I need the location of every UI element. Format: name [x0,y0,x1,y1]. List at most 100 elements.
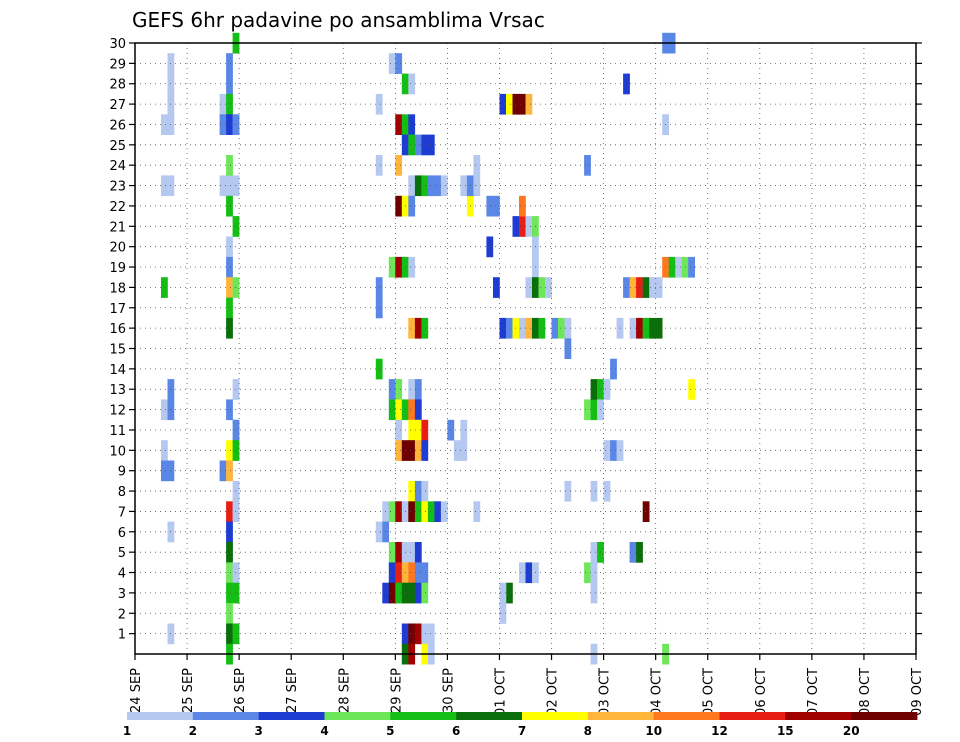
heatmap-cell [226,195,233,217]
colorbar-swatch [127,712,194,720]
heatmap-cell [395,562,403,584]
colorbar-swatch [587,712,654,720]
heatmap-cell [551,317,559,339]
y-tick-label: 6 [118,526,126,541]
heatmap-cell [388,542,396,563]
x-tick-label: 08 OCT [858,668,873,716]
y-tick-label: 18 [109,281,126,296]
heatmap-cell [161,175,168,197]
colorbar-swatch [192,712,259,720]
y-tick-label: 28 [109,78,126,93]
x-tick-label: 30 SEP [441,668,456,713]
x-tick-label: 07 OCT [806,668,821,716]
heatmap-cell [226,53,233,74]
y-tick-label: 21 [109,220,126,235]
heatmap-cell [525,562,533,584]
heatmap-cell [408,399,416,421]
x-tick-label: 01 OCT [493,668,508,716]
heatmap-cell [460,419,468,441]
heatmap-cell [226,582,233,604]
x-tick-label: 09 OCT [910,668,925,716]
heatmap-cell [493,277,500,298]
y-tick-label: 7 [118,505,126,520]
heatmap-cell [414,379,422,400]
heatmap-cell [414,582,422,604]
x-tick-label: 06 OCT [754,668,769,716]
heatmap-cell [408,114,416,135]
heatmap-cell [408,562,416,584]
heatmap-cell [414,542,422,563]
colorbar-swatch [456,712,523,720]
x-tick-label: 03 OCT [598,668,613,716]
heatmap-cell [408,195,416,217]
heatmap-cell [636,317,643,339]
heatmap-cell [649,317,656,339]
heatmap-cell [473,155,481,176]
colorbar-label: 12 [711,724,728,738]
heatmap-cell [675,256,682,278]
heatmap-cell [629,542,637,563]
heatmap-cell [408,623,416,645]
heatmap-cell [668,256,676,278]
heatmap-cell [388,501,396,522]
heatmap-cell [226,114,233,135]
heatmap-cell [525,93,533,115]
heatmap-cell [226,542,233,563]
heatmap-cell [564,317,572,339]
heatmap-cell [414,317,422,339]
heatmap-cell [395,53,403,74]
colorbar-swatch [653,712,720,720]
y-tick-label: 22 [109,200,126,215]
heatmap-cell [519,317,526,339]
colorbar-label: 4 [320,724,328,738]
heatmap-cell [414,440,422,461]
heatmap-cell [375,521,383,543]
heatmap-cell [375,155,383,176]
colorbar-label: 20 [843,724,860,738]
x-tick-label: 05 OCT [702,668,717,716]
y-tick-label: 20 [109,241,126,256]
heatmap-cell [388,379,396,400]
colorbar-label: 8 [584,724,592,738]
y-tick-label: 9 [118,465,126,480]
colorbar-swatch [719,712,786,720]
heatmap-cell [506,582,513,604]
heatmap-cell [688,256,695,278]
heatmap-cell [584,155,591,176]
heatmap-cell [408,317,416,339]
heatmap-cell [473,175,481,197]
heatmap-cell [629,277,637,298]
heatmap-cells [161,32,695,665]
heatmap-cell [226,501,233,522]
x-tick-label: 25 SEP [181,668,196,713]
heatmap-cell [603,379,611,400]
heatmap-cell [219,175,227,197]
heatmap-cell [408,440,416,461]
heatmap-cell [395,440,403,461]
heatmap-cell [564,480,572,502]
chart-title: GEFS 6hr padavine po ansamblima Vrsac [132,8,545,32]
heatmap-cell [440,175,448,197]
heatmap-cell [545,277,552,298]
heatmap-cell [486,195,494,217]
y-tick-label: 13 [109,383,126,398]
heatmap-cell [408,501,416,522]
heatmap-cell [493,195,500,217]
heatmap-cell [161,460,168,482]
heatmap-cell [408,542,416,563]
heatmap-cell [421,317,429,339]
heatmap-cell [603,480,611,502]
x-tick-label: 24 SEP [129,668,144,713]
heatmap-cell [486,236,494,258]
y-tick-label: 3 [118,587,126,602]
heatmap-cell [408,582,416,604]
y-tick-label: 15 [109,343,126,358]
heatmap-cell [408,134,416,156]
heatmap-cell [590,582,598,604]
heatmap-cell [388,399,396,421]
heatmap-cell [564,338,572,359]
y-tick-label: 25 [109,139,126,154]
heatmap-cell [590,480,598,502]
y-tick-label: 4 [118,567,126,582]
heatmap-cell [414,134,422,156]
